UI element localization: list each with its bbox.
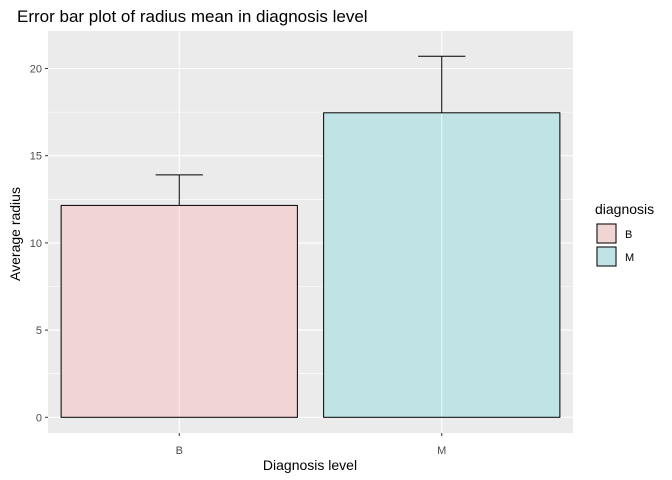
bars [60,112,561,418]
legend-swatch-M [596,246,617,267]
y-tick-label: 0 [36,412,42,424]
y-tick-label: 10 [30,238,42,250]
x-axis-title: Diagnosis level [263,457,357,473]
chart-title: Error bar plot of radius mean in diagnos… [17,7,368,26]
legend-swatch-B [596,223,617,244]
y-tick-label: 5 [36,325,42,337]
legend: diagnosis BM [595,201,654,267]
x-tick-label: M [437,445,446,457]
legend-label: B [625,229,632,241]
x-tick-label: B [176,445,183,457]
legend-title: diagnosis [595,201,654,217]
y-tick-label: 15 [30,151,42,163]
legend-label: M [625,252,634,264]
error-bars [155,55,466,206]
y-axis-ticks: 0 5 10 15 20 [30,63,48,424]
y-tick-label: 20 [30,63,42,75]
y-axis-title: Average radius [7,187,23,281]
